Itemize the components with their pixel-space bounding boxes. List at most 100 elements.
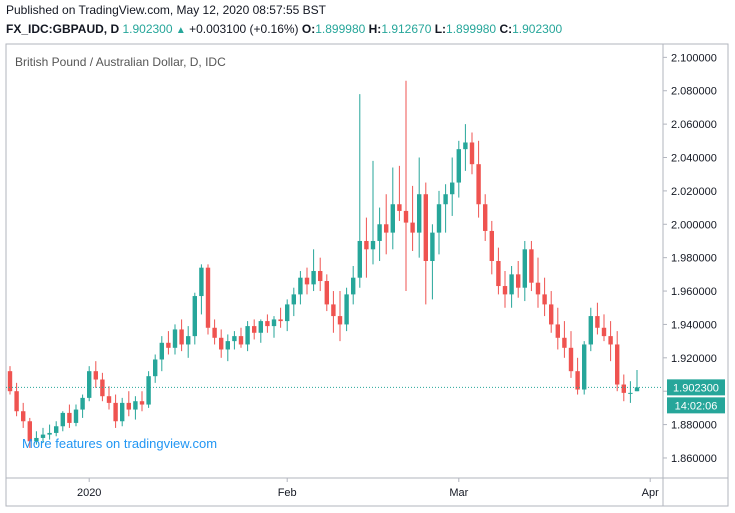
candle-body xyxy=(575,371,580,390)
candle-body xyxy=(14,391,19,412)
close-label: C: xyxy=(499,22,513,36)
candle-body xyxy=(67,412,72,423)
candle xyxy=(436,190,442,255)
candle xyxy=(364,217,369,278)
chart-frame xyxy=(5,43,729,507)
candle xyxy=(483,194,488,241)
candle xyxy=(199,264,204,315)
more-features-link[interactable]: More features on tradingview.com xyxy=(22,436,217,451)
candle-body xyxy=(238,336,244,345)
time-tick-label: 2020 xyxy=(77,487,101,499)
candle xyxy=(271,316,277,338)
candle-body xyxy=(179,329,184,345)
candle xyxy=(615,331,620,392)
candle xyxy=(621,374,626,402)
candle xyxy=(146,371,151,408)
time-axis[interactable]: 2020FebMarAprMay xyxy=(77,478,735,499)
candle-body xyxy=(443,194,448,205)
candle-body xyxy=(562,337,567,348)
candle-body xyxy=(357,240,362,278)
candle-body xyxy=(417,194,422,233)
candle xyxy=(403,80,409,292)
price-tick-label: 2.000000 xyxy=(671,219,717,231)
candle xyxy=(40,427,46,443)
candle xyxy=(126,391,131,417)
candle-body xyxy=(601,327,607,337)
candle xyxy=(628,381,633,403)
candle xyxy=(595,302,600,335)
candle xyxy=(252,319,257,340)
candle-body xyxy=(324,281,329,305)
candle xyxy=(67,404,72,428)
candle xyxy=(120,397,125,427)
candle-body xyxy=(278,319,283,322)
price-tick-label: 1.880000 xyxy=(671,420,717,432)
candle-body xyxy=(212,327,217,338)
chart-title: British Pound / Australian Dollar, D, ID… xyxy=(15,55,226,69)
candle xyxy=(225,334,230,362)
candle xyxy=(232,331,237,350)
candle xyxy=(377,207,382,261)
low-value: 1.899980 xyxy=(446,22,497,36)
candle xyxy=(219,329,224,358)
price-tick-label: 1.860000 xyxy=(671,453,717,465)
candle xyxy=(423,182,428,305)
price-tick-label: 2.080000 xyxy=(671,86,717,98)
candle-body xyxy=(225,341,230,350)
candle-body xyxy=(621,384,626,393)
candle xyxy=(258,319,263,343)
candle-body xyxy=(403,210,409,223)
candle-body xyxy=(463,142,468,150)
candle-body xyxy=(139,401,145,405)
candle xyxy=(337,291,343,342)
candle xyxy=(608,321,613,362)
candle xyxy=(21,402,26,428)
time-tick-label: Apr xyxy=(642,487,659,499)
open-label: O: xyxy=(301,22,316,36)
candle-body xyxy=(318,271,323,282)
candle-body xyxy=(364,240,369,250)
candle-body xyxy=(311,271,316,285)
candle xyxy=(516,261,521,298)
time-tick-label: Mar xyxy=(449,487,468,499)
countdown-tag-value: 14:02:06 xyxy=(675,400,718,412)
price-tick-label: 2.020000 xyxy=(671,186,717,198)
candle-body xyxy=(304,277,310,285)
candle xyxy=(172,324,178,355)
candle-body xyxy=(351,277,356,295)
candle-body xyxy=(370,240,376,250)
candle xyxy=(496,247,501,295)
candle xyxy=(265,314,270,333)
candle-body xyxy=(555,324,560,338)
candle xyxy=(575,357,580,395)
candle-body xyxy=(522,249,527,288)
candle-body xyxy=(390,204,395,233)
candle-body xyxy=(113,402,118,422)
candle xyxy=(159,336,164,372)
candle xyxy=(344,287,349,332)
candle-body xyxy=(219,337,224,350)
candle xyxy=(34,431,39,445)
candle xyxy=(153,354,158,383)
candle xyxy=(14,382,19,417)
candle-body xyxy=(285,304,290,322)
candle xyxy=(331,291,336,333)
candle-body xyxy=(47,432,52,435)
candle-body xyxy=(80,397,85,410)
candle-body xyxy=(298,277,303,295)
candle-body xyxy=(54,426,59,433)
candle xyxy=(212,319,217,345)
price-tag: 1.902300 14:02:06 xyxy=(667,379,725,414)
candle-body xyxy=(535,282,541,295)
candle-body xyxy=(120,402,125,422)
last-price: 1.902300 xyxy=(122,22,173,36)
candle-body xyxy=(377,224,382,241)
candle-body xyxy=(634,387,640,392)
candle-body xyxy=(568,347,574,372)
symbol-label: FX_IDC:GBPAUD, D xyxy=(6,22,120,36)
candle xyxy=(370,160,376,265)
candle-body xyxy=(502,286,508,295)
candle-body xyxy=(483,204,488,231)
candle xyxy=(60,411,65,432)
